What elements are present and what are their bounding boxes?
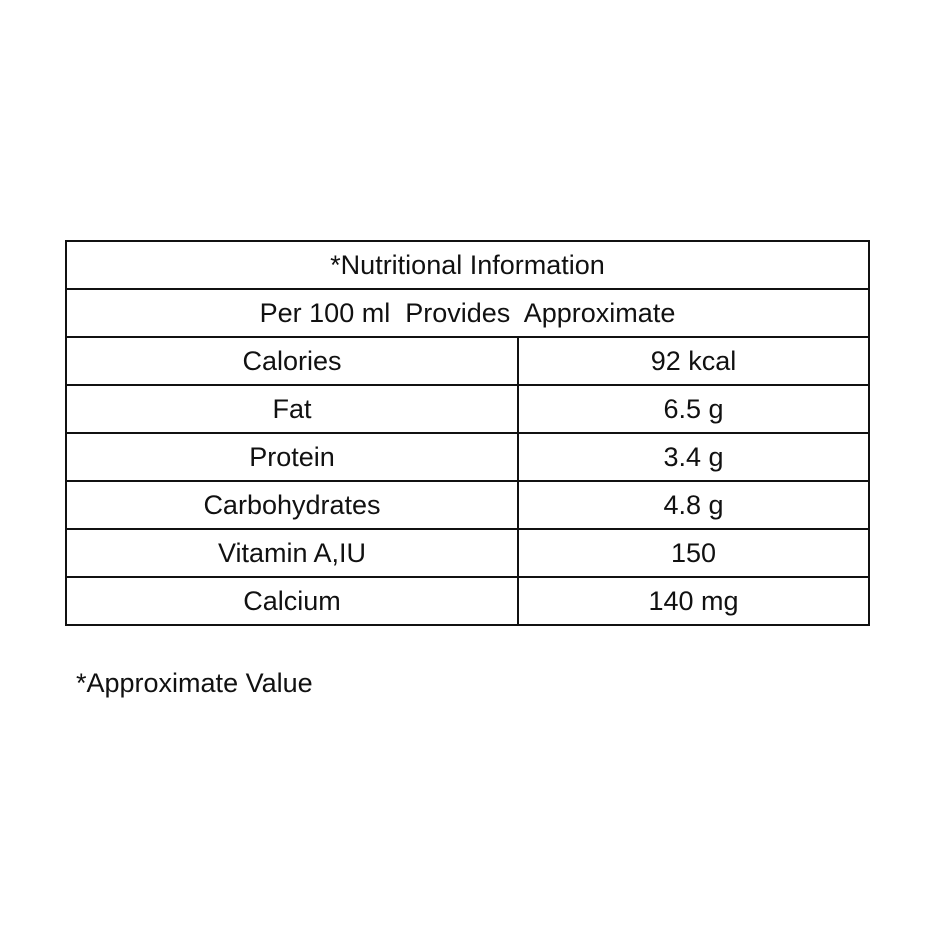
nutrient-name: Carbohydrates	[65, 480, 519, 530]
nutrient-name: Fat	[65, 384, 519, 434]
nutrition-table: *Nutritional Information Per 100 ml Prov…	[65, 240, 870, 626]
nutrient-row: Calories 92 kcal	[65, 336, 870, 386]
nutrient-row: Carbohydrates 4.8 g	[65, 480, 870, 530]
nutrient-name: Protein	[65, 432, 519, 482]
nutrient-row: Protein 3.4 g	[65, 432, 870, 482]
nutrient-name: Calories	[65, 336, 519, 386]
table-subtitle: Per 100 ml Provides Approximate	[65, 288, 870, 338]
nutrient-amount: 92 kcal	[517, 336, 870, 386]
footnote: *Approximate Value	[76, 668, 313, 698]
nutrient-amount: 4.8 g	[517, 480, 870, 530]
nutrient-amount: 3.4 g	[517, 432, 870, 482]
table-title: *Nutritional Information	[65, 240, 870, 290]
title-row: *Nutritional Information	[65, 240, 870, 290]
subtitle-row: Per 100 ml Provides Approximate	[65, 288, 870, 338]
nutrient-amount: 150	[517, 528, 870, 578]
table-body: *Nutritional Information Per 100 ml Prov…	[65, 240, 870, 626]
nutrient-row: Calcium 140 mg	[65, 576, 870, 626]
nutrient-amount: 140 mg	[517, 576, 870, 626]
nutrient-row: Vitamin A,IU 150	[65, 528, 870, 578]
nutrient-row: Fat 6.5 g	[65, 384, 870, 434]
nutrient-amount: 6.5 g	[517, 384, 870, 434]
nutrient-name: Vitamin A,IU	[65, 528, 519, 578]
nutrient-name: Calcium	[65, 576, 519, 626]
